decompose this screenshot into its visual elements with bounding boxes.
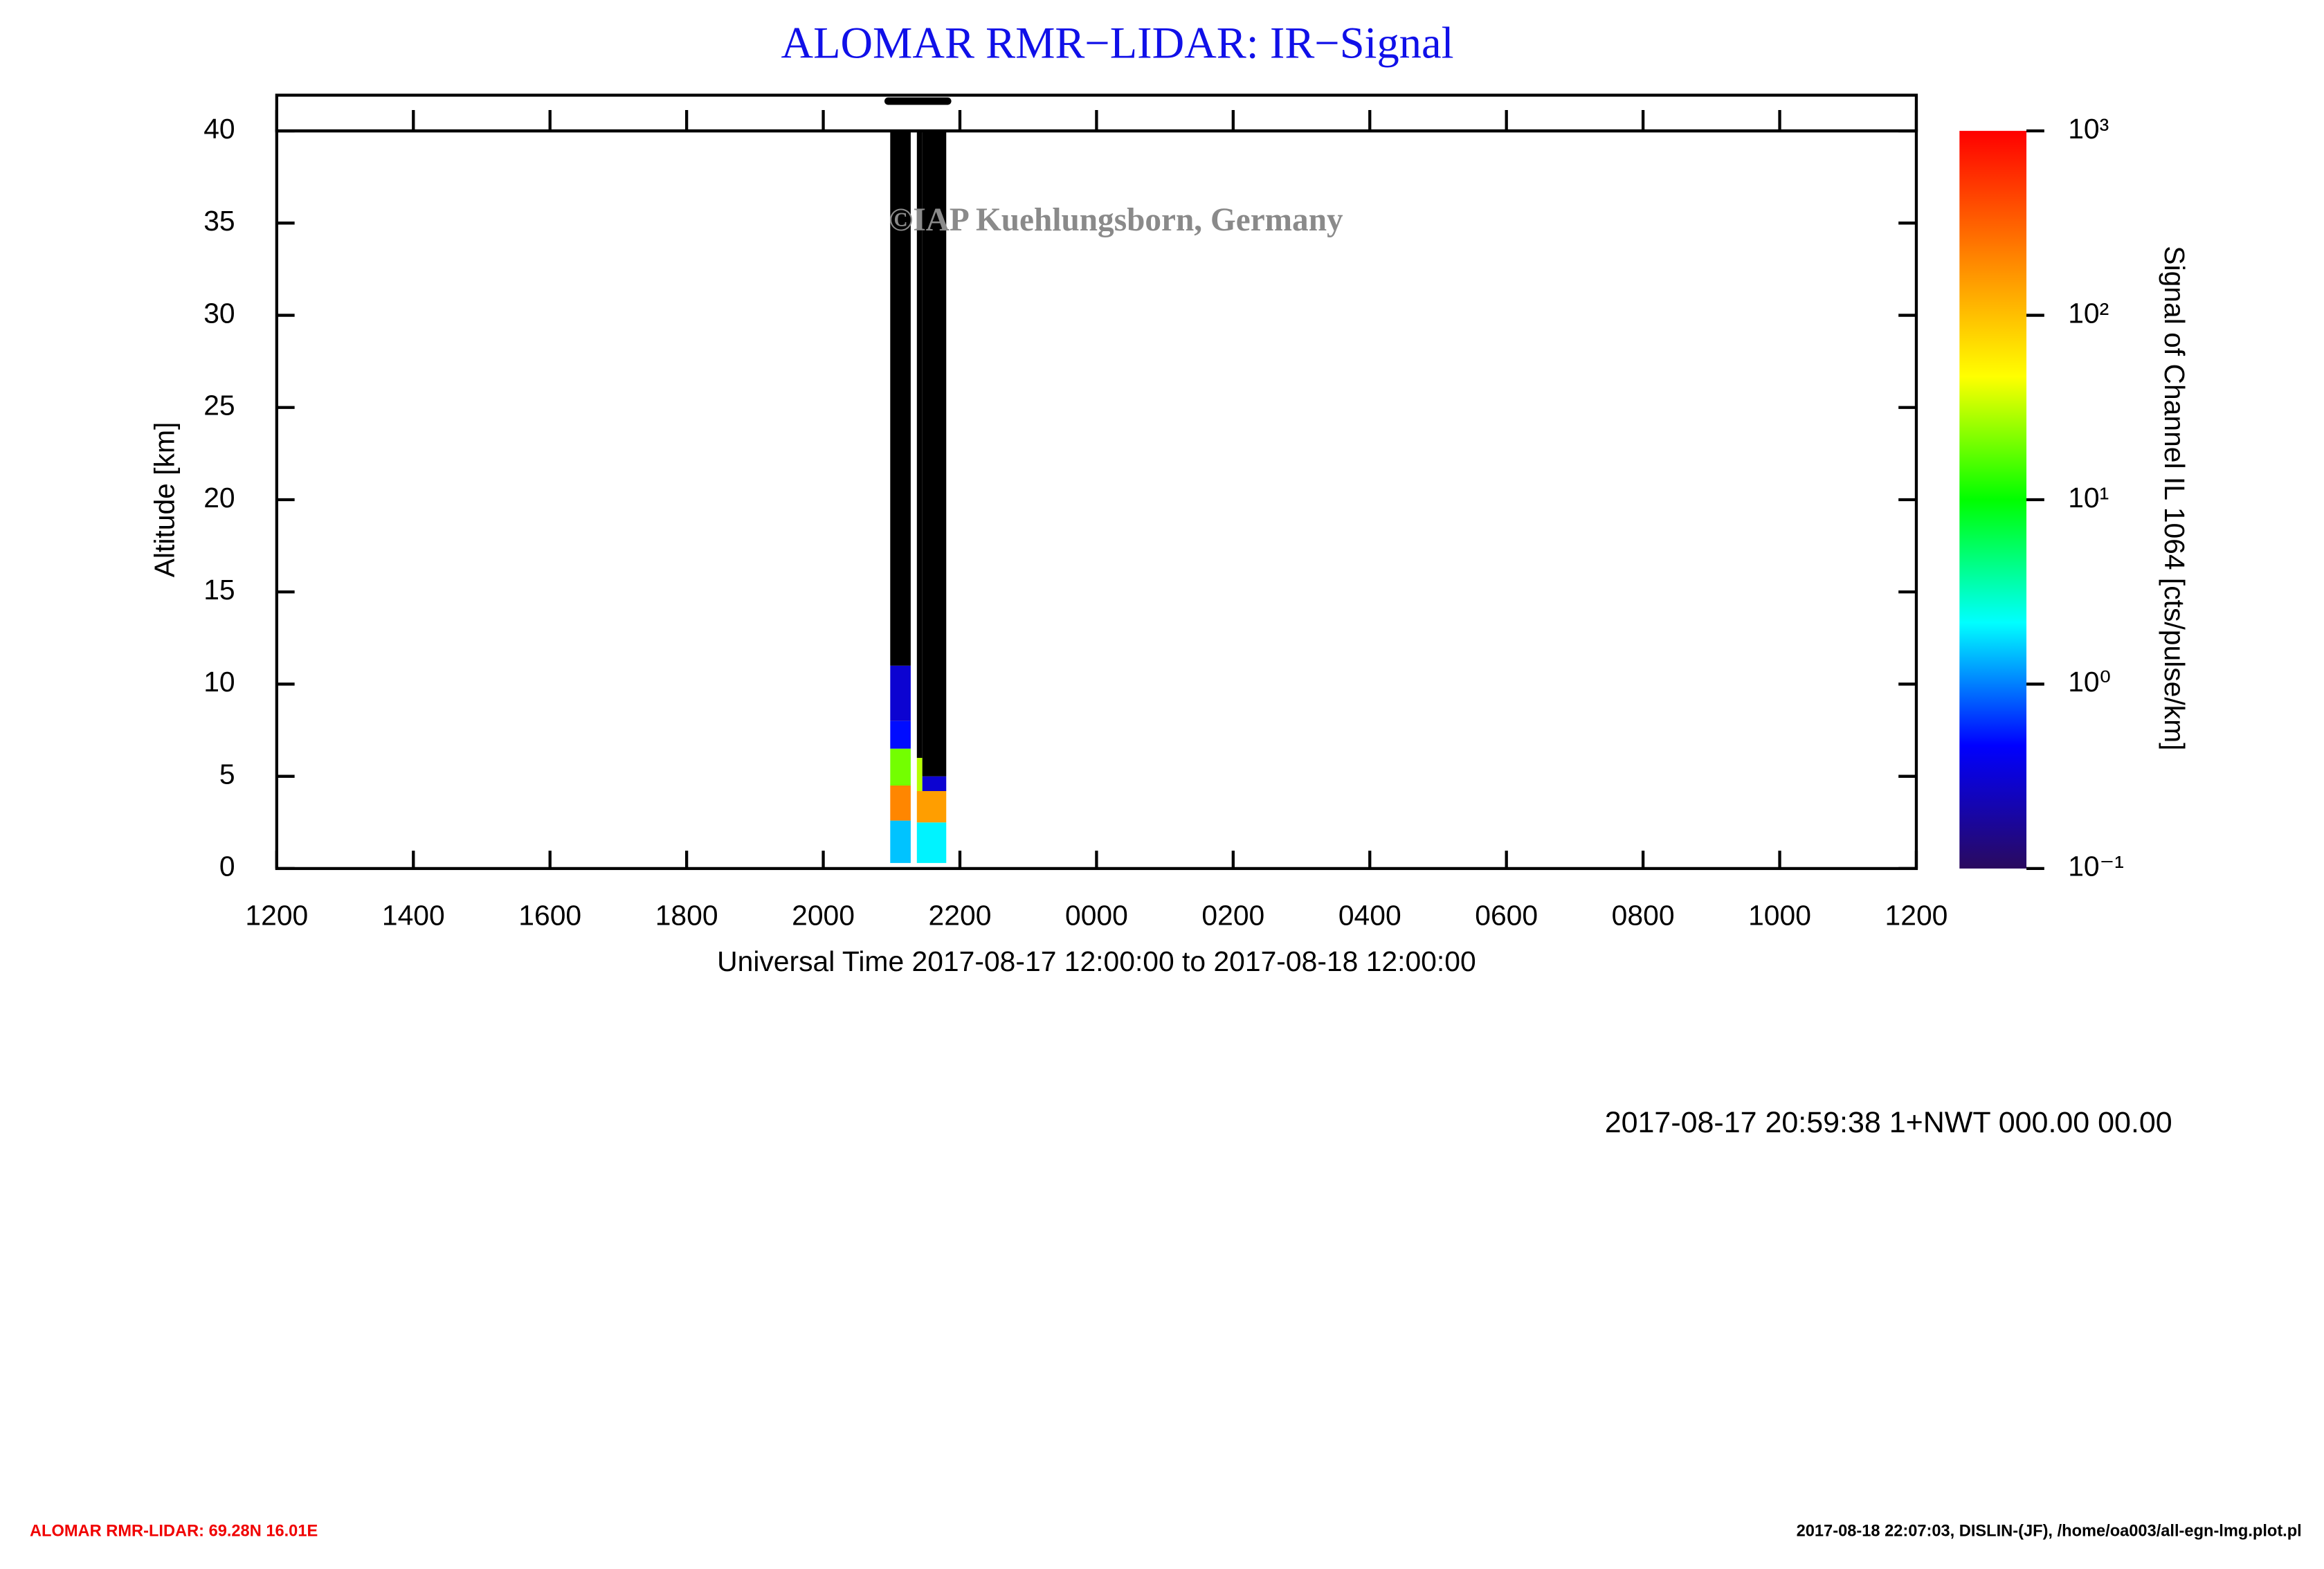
- watermark: ©IAP Kuehlungsborn, Germany: [889, 202, 1343, 238]
- x-tick-label: 0600: [1475, 900, 1538, 932]
- chart-title: ALOMAR RMR−LIDAR: IR−Signal: [781, 19, 1454, 68]
- heatmap-cell: [890, 131, 911, 666]
- heatmap-cell: [916, 758, 923, 791]
- x-tick-label: 1600: [518, 900, 581, 932]
- heatmap-cell: [916, 822, 947, 863]
- x-tick-label: 2200: [929, 900, 992, 932]
- colorbar-tick-label: 10²: [2068, 297, 2109, 329]
- colorbar-tick-label: 10¹: [2068, 482, 2109, 514]
- x-tick-label: 2000: [792, 900, 855, 932]
- x-tick-label: 1400: [382, 900, 445, 932]
- x-tick-label: 0400: [1338, 900, 1401, 932]
- y-tick-label: 25: [203, 390, 235, 421]
- heatmap-cell: [890, 786, 911, 821]
- y-tick-label: 0: [219, 851, 235, 882]
- x-axis-label: Universal Time 2017-08-17 12:00:00 to 20…: [717, 945, 1476, 977]
- heatmap-cell: [922, 776, 947, 791]
- x-tick-label: 1800: [655, 900, 718, 932]
- colorbar-tick-label: 10⁻¹: [2068, 851, 2124, 882]
- heatmap-cell: [922, 131, 947, 777]
- heatmap-cell: [890, 820, 911, 863]
- plot-frame: [275, 129, 1918, 871]
- heatmap-cell: [916, 790, 947, 823]
- x-tick-label: 0800: [1612, 900, 1675, 932]
- y-axis-label: Altitude [km]: [149, 422, 181, 578]
- heatmap-cell: [916, 131, 923, 759]
- run-info: 2017-08-17 20:59:38 1+NWT 000.00 00.00: [1605, 1106, 2172, 1139]
- x-tick-label: 1000: [1748, 900, 1811, 932]
- y-tick-label: 40: [203, 113, 235, 145]
- colorbar-label: Signal of Channel IL 1064 [cts/pulse/km]: [2159, 246, 2190, 750]
- footer-left: ALOMAR RMR-LIDAR: 69.28N 16.01E: [30, 1523, 318, 1541]
- y-tick-label: 10: [203, 666, 235, 698]
- colorbar: [1959, 131, 2027, 869]
- x-tick-label: 0000: [1065, 900, 1128, 932]
- x-tick-label: 1200: [245, 900, 308, 932]
- x-tick-label: 0200: [1201, 900, 1264, 932]
- heatmap-cell: [890, 720, 911, 749]
- heatmap-cell: [890, 748, 911, 786]
- x-tick-label: 1200: [1885, 900, 1948, 932]
- y-tick-label: 15: [203, 574, 235, 606]
- y-tick-label: 30: [203, 297, 235, 329]
- y-tick-label: 35: [203, 205, 235, 237]
- footer-right: 2017-08-18 22:07:03, DISLIN-(JF), /home/…: [1797, 1523, 2302, 1541]
- colorbar-tick-label: 10³: [2068, 113, 2109, 145]
- y-tick-label: 5: [219, 758, 235, 790]
- colorbar-tick-label: 10⁰: [2068, 666, 2111, 698]
- heatmap-cell: [890, 665, 911, 721]
- y-tick-label: 20: [203, 482, 235, 514]
